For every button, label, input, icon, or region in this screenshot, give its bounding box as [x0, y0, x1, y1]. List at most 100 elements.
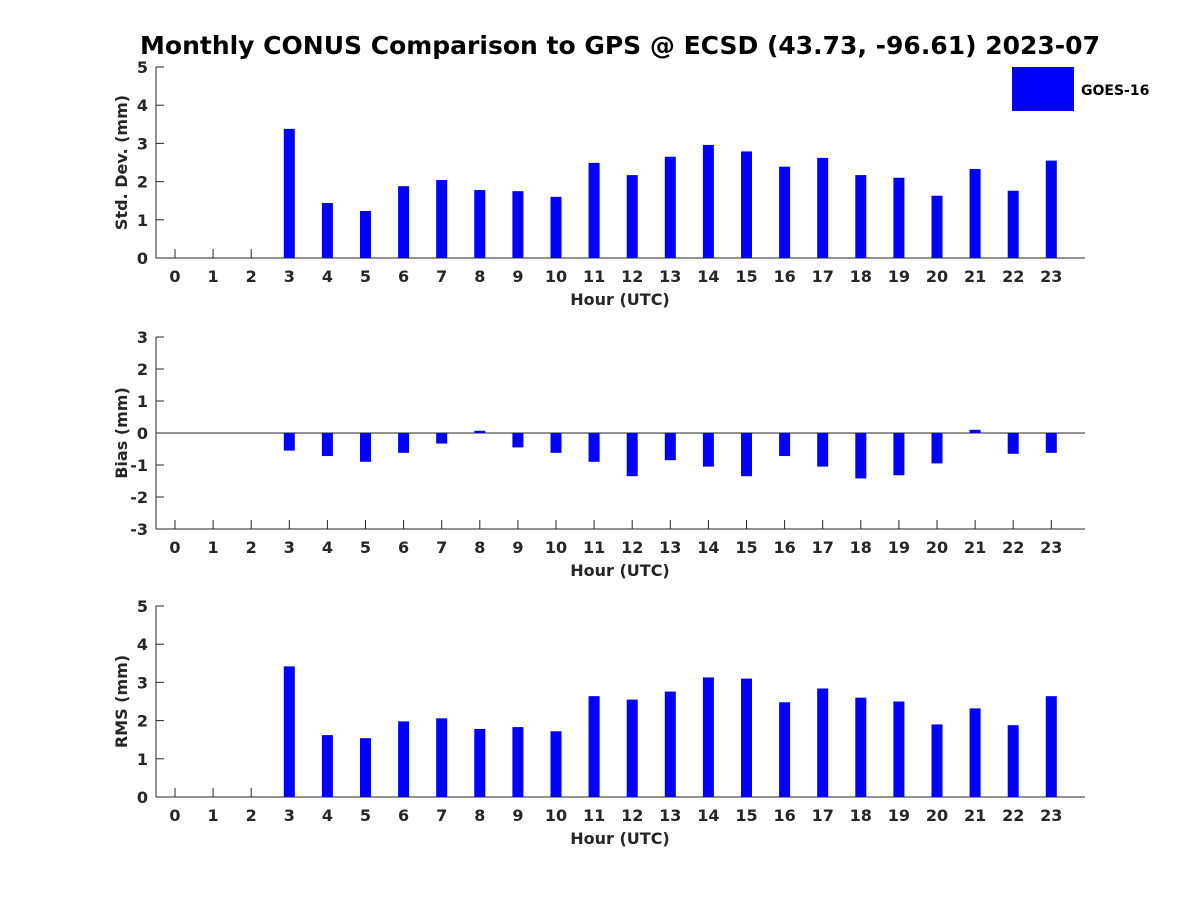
bar-hour-19 — [893, 433, 905, 476]
bar-hour-5 — [360, 738, 371, 797]
x-tick-label: 1 — [208, 806, 219, 825]
x-tick-label: 16 — [773, 267, 795, 286]
x-tick-label: 5 — [360, 267, 371, 286]
y-tick-label: 1 — [137, 750, 148, 769]
x-tick-label: 12 — [621, 538, 643, 557]
x-tick-label: 14 — [697, 806, 719, 825]
bar-hour-6 — [398, 186, 410, 258]
bar-hour-4 — [321, 202, 333, 258]
bar-hour-5 — [360, 211, 371, 258]
bar-hour-5 — [360, 433, 371, 462]
bar-hour-10 — [550, 433, 562, 453]
x-axis-label: Hour (UTC) — [570, 561, 670, 580]
legend: GOES-16 — [1012, 67, 1149, 111]
x-tick-label: 3 — [284, 267, 295, 286]
x-tick-label: 11 — [583, 267, 605, 286]
bar-hour-8 — [474, 430, 486, 433]
bar-hour-19 — [893, 701, 905, 797]
bar-hour-22 — [1007, 190, 1019, 258]
x-tick-label: 8 — [474, 267, 485, 286]
x-tick-label: 17 — [812, 538, 834, 557]
x-tick-label: 0 — [169, 806, 180, 825]
bar-hour-3 — [283, 666, 295, 797]
x-tick-label: 2 — [246, 538, 257, 557]
bar-hour-21 — [969, 708, 981, 797]
bar-hour-22 — [1007, 433, 1019, 454]
x-tick-label: 10 — [545, 806, 567, 825]
x-tick-label: 12 — [621, 267, 643, 286]
bar-hour-15 — [741, 678, 752, 797]
x-tick-label: 5 — [360, 538, 371, 557]
bar-hour-14 — [702, 433, 714, 467]
x-tick-label: 19 — [888, 806, 910, 825]
x-tick-label: 20 — [926, 806, 948, 825]
bar-hour-15 — [741, 151, 752, 258]
x-tick-label: 22 — [1002, 538, 1024, 557]
bar-hour-7 — [436, 718, 448, 797]
bar-hour-4 — [321, 433, 333, 457]
bar-hour-9 — [512, 191, 524, 258]
x-tick-label: 9 — [512, 267, 523, 286]
y-tick-label: 4 — [137, 96, 148, 115]
x-tick-label: 6 — [398, 538, 409, 557]
x-tick-label: 4 — [322, 267, 333, 286]
y-tick-label: 0 — [137, 424, 148, 443]
legend-label-goes-16: GOES-16 — [1081, 83, 1149, 99]
bar-hour-17 — [817, 433, 829, 467]
bar-hour-10 — [550, 196, 562, 258]
bar-hour-20 — [931, 724, 943, 797]
y-tick-label: 4 — [137, 635, 148, 654]
x-tick-label: 7 — [436, 806, 447, 825]
x-tick-label: 20 — [926, 267, 948, 286]
x-tick-label: 13 — [659, 538, 681, 557]
bar-hour-7 — [436, 180, 448, 258]
x-tick-label: 21 — [964, 267, 986, 286]
bar-hour-3 — [283, 433, 295, 451]
x-tick-label: 15 — [735, 267, 757, 286]
x-tick-label: 11 — [583, 538, 605, 557]
x-tick-label: 21 — [964, 806, 986, 825]
bar-hour-14 — [702, 144, 714, 258]
bar-hour-23 — [1045, 696, 1057, 797]
x-tick-label: 4 — [322, 806, 333, 825]
bar-hour-15 — [741, 433, 752, 477]
y-tick-label: 2 — [137, 712, 148, 731]
bar-hour-8 — [474, 190, 486, 258]
x-tick-label: 16 — [773, 538, 795, 557]
x-tick-label: 17 — [812, 806, 834, 825]
bar-hour-12 — [626, 433, 638, 477]
y-axis-label: Bias (mm) — [112, 387, 131, 479]
x-tick-label: 14 — [697, 538, 719, 557]
x-tick-label: 1 — [208, 538, 219, 557]
x-tick-label: 10 — [545, 538, 567, 557]
x-tick-label: 1 — [208, 267, 219, 286]
bar-hour-11 — [588, 433, 600, 462]
x-tick-label: 22 — [1002, 806, 1024, 825]
y-tick-label: 1 — [137, 211, 148, 230]
x-tick-label: 16 — [773, 806, 795, 825]
bar-hour-13 — [664, 156, 676, 258]
legend-swatch-goes-16 — [1012, 67, 1074, 111]
y-axis-label: Std. Dev. (mm) — [112, 95, 131, 230]
y-tick-label: 3 — [137, 328, 148, 347]
bar-hour-6 — [398, 433, 410, 453]
y-tick-label: 5 — [137, 597, 148, 616]
x-tick-label: 8 — [474, 538, 485, 557]
x-tick-label: 14 — [697, 267, 719, 286]
y-tick-label: 3 — [137, 673, 148, 692]
x-tick-label: 18 — [850, 806, 872, 825]
bar-hour-20 — [931, 195, 943, 258]
bar-hour-16 — [779, 166, 791, 258]
x-tick-label: 13 — [659, 806, 681, 825]
bar-hour-8 — [474, 729, 486, 797]
bar-hour-6 — [398, 721, 410, 797]
y-tick-label: -3 — [130, 520, 148, 539]
y-tick-label: 2 — [137, 360, 148, 379]
bar-hour-18 — [855, 433, 867, 479]
x-tick-label: 15 — [735, 806, 757, 825]
x-tick-label: 8 — [474, 806, 485, 825]
x-tick-label: 11 — [583, 806, 605, 825]
y-axis-label: RMS (mm) — [112, 655, 131, 748]
